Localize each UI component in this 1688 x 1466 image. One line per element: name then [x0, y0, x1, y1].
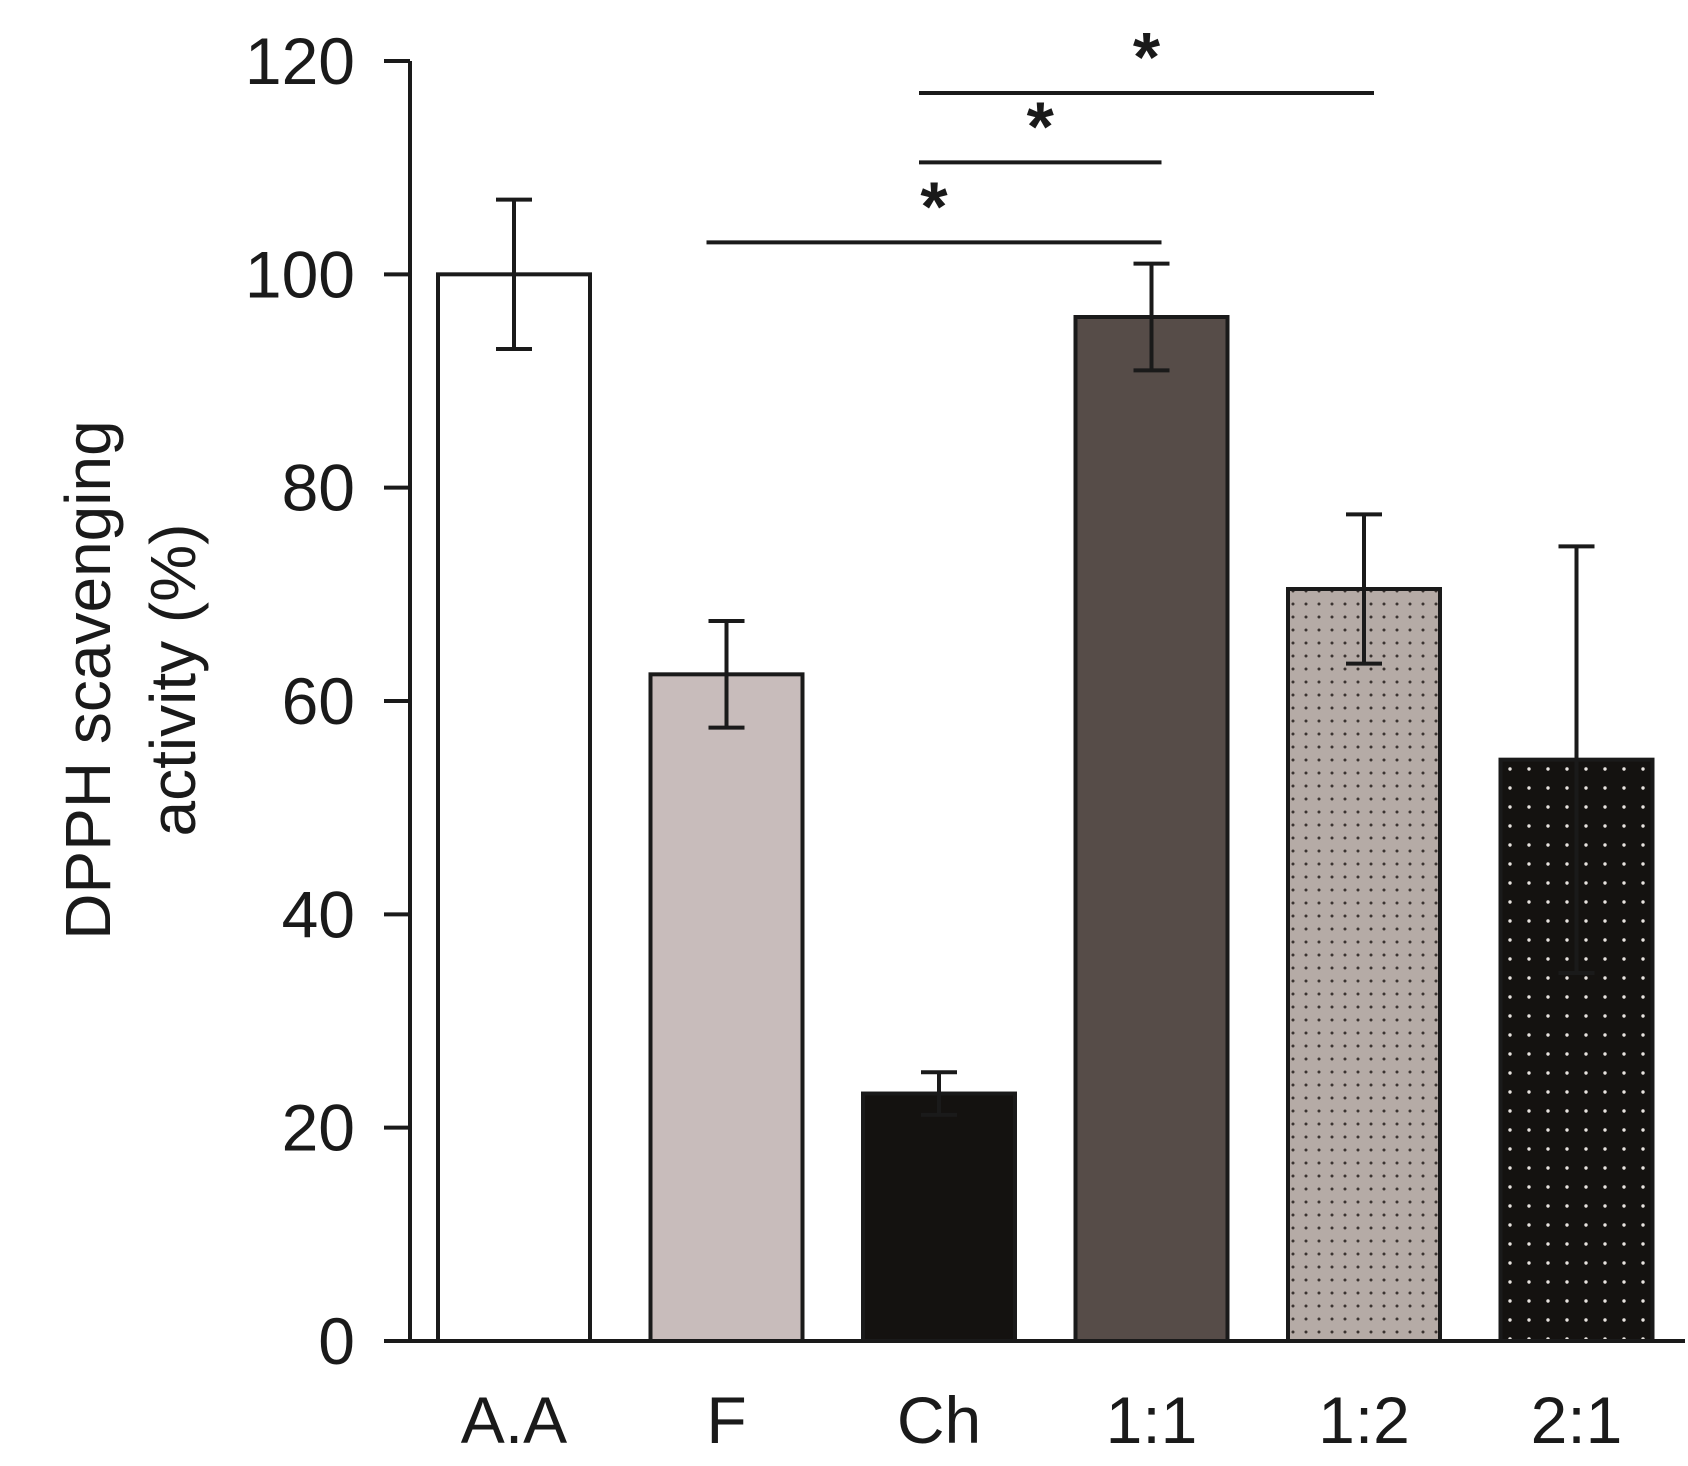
y-tick-label: 40: [282, 877, 355, 951]
error-bar: [1346, 512, 1382, 666]
significance-bracket: *: [919, 87, 1162, 165]
error-bar: [1558, 544, 1595, 975]
bar-A-A: [436, 272, 592, 1343]
y-tick-label: 100: [245, 237, 355, 311]
x-category-label: F: [706, 1383, 746, 1457]
y-tick-label: 120: [245, 24, 355, 98]
y-axis-ticks: 0 20 40 60 80 100 120: [245, 24, 410, 1378]
x-category-label: 2:1: [1531, 1383, 1623, 1457]
x-category-label: 1:2: [1318, 1383, 1410, 1457]
error-bar: [921, 1070, 957, 1117]
significance-star: *: [1133, 18, 1161, 96]
y-axis-title-line2: activity (%): [137, 524, 209, 837]
significance-brackets: * * *: [706, 18, 1374, 245]
significance-star: *: [920, 167, 948, 245]
x-category-label: Ch: [897, 1383, 981, 1457]
x-category-label: A.A: [461, 1383, 567, 1457]
x-axis-category-labels: A.A F Ch 1:1 1:2 2:1: [461, 1383, 1623, 1457]
y-tick-label: 20: [282, 1091, 355, 1165]
bars: [436, 272, 1655, 1343]
significance-bracket: *: [706, 167, 1162, 245]
y-tick-label: 80: [282, 451, 355, 525]
error-bar: [1133, 261, 1170, 373]
bar-Ch: [861, 1091, 1017, 1343]
significance-bracket: *: [919, 18, 1374, 96]
y-tick-label: 0: [318, 1304, 355, 1378]
error-bars: [496, 197, 1595, 1117]
significance-star: *: [1027, 87, 1055, 165]
bar-F: [648, 672, 805, 1343]
y-axis-title-line1: DPPH scavenging: [52, 420, 124, 939]
error-bar: [708, 619, 745, 730]
error-bar: [496, 197, 532, 351]
y-tick-label: 60: [282, 664, 355, 738]
bar-1-1: [1073, 315, 1230, 1343]
x-category-label: 1:1: [1106, 1383, 1198, 1457]
bar-1-2: [1286, 587, 1442, 1343]
